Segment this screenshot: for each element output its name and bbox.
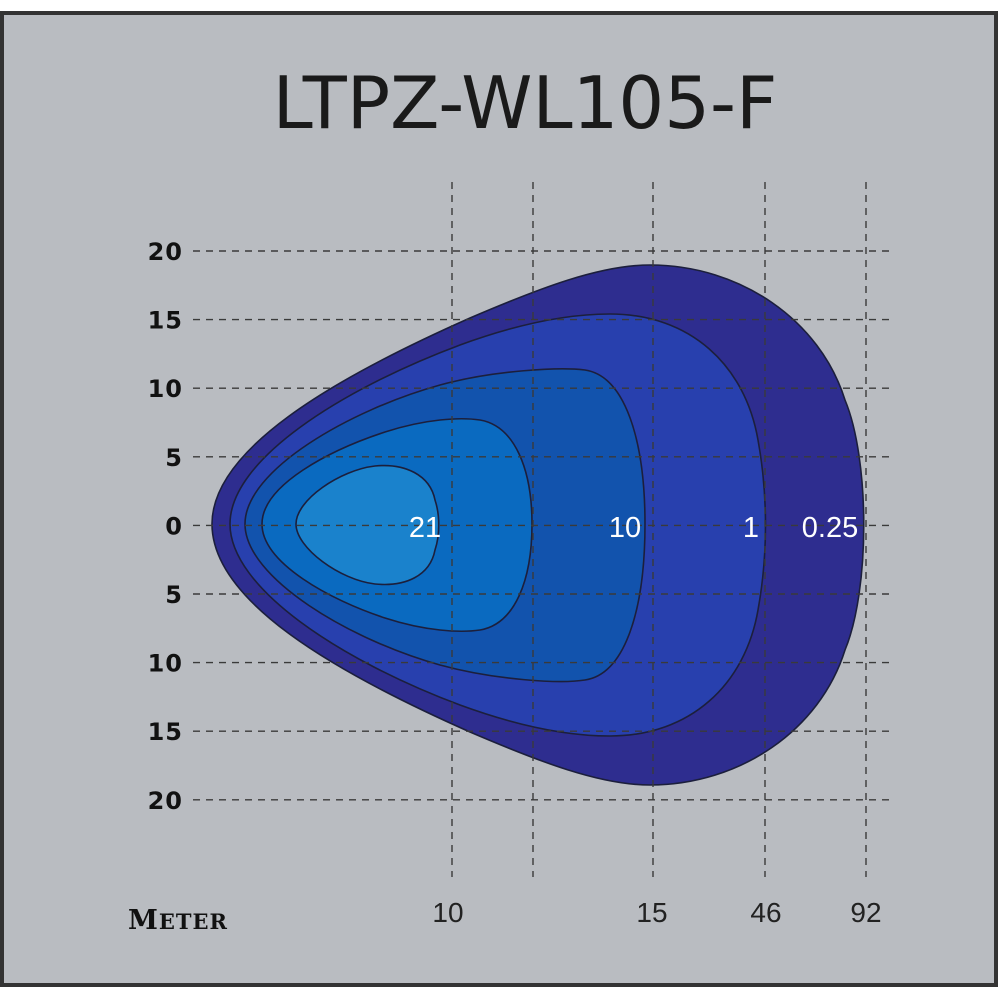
x-axis-label: METER — [128, 905, 228, 936]
x-axis: 10 15 46 92 — [432, 897, 881, 928]
chart-title: LTPZ-WL105-F — [273, 61, 778, 145]
contour-label-21: 21 — [409, 512, 441, 544]
y-tick-label: 5 — [165, 581, 183, 609]
y-tick-label: 15 — [148, 718, 183, 746]
y-tick-label: 20 — [148, 238, 183, 266]
x-tick-label: 10 — [432, 897, 463, 928]
y-tick-label: 0 — [165, 512, 183, 540]
y-tick-label: 10 — [148, 650, 183, 678]
contour-labels: 21 10 1 0.25 — [409, 512, 858, 544]
y-tick-label: 10 — [148, 375, 183, 403]
contour-label-0-25: 0.25 — [802, 512, 858, 544]
y-axis: 20 15 10 5 0 5 10 15 20 — [148, 238, 183, 815]
y-tick-label: 5 — [165, 444, 183, 472]
contour-label-1: 1 — [743, 512, 759, 544]
x-tick-label: 15 — [636, 897, 667, 928]
y-tick-label: 15 — [148, 307, 183, 335]
y-tick-label: 20 — [148, 787, 183, 815]
x-tick-label: 92 — [850, 897, 881, 928]
x-tick-label: 46 — [750, 897, 781, 928]
contour-label-10: 10 — [609, 512, 641, 544]
